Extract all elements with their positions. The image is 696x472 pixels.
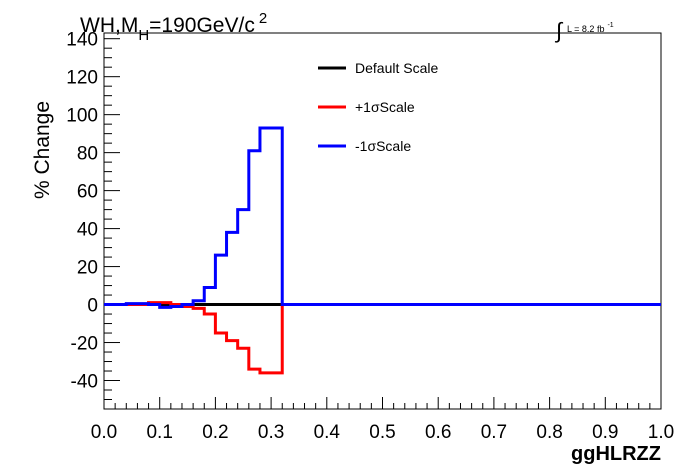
series-layer — [104, 126, 661, 375]
title-superscript: 2 — [259, 10, 267, 27]
x-axis-title: ggHLRZZ — [571, 443, 661, 465]
legend-label-2: -1σScale — [355, 138, 411, 154]
lumi-superscript: -1 — [607, 22, 613, 29]
y-tick-label: 20 — [77, 258, 98, 279]
x-tick-label: 0.2 — [202, 422, 228, 443]
legend: Default Scale +1σScale -1σScale — [318, 60, 438, 154]
y-tick-label: -40 — [71, 372, 98, 393]
y-tick-label: -20 — [71, 334, 98, 355]
chart-title: WH,MH=190GeV/c 2 — [80, 10, 267, 44]
lumi-integral: ∫ — [554, 18, 564, 43]
x-tick-label: 0.7 — [481, 422, 507, 443]
y-tick-label: 60 — [77, 182, 98, 203]
y-tick-label: 80 — [77, 144, 98, 165]
legend-label-1: +1σScale — [355, 99, 415, 115]
y-tick-label: 140 — [66, 30, 98, 51]
x-tick-label: 0.8 — [536, 422, 562, 443]
x-axis-ticks: 0.0 0.1 0.2 0.3 0.4 0.5 0.6 0.7 0.8 0.9 1.0 — [91, 397, 674, 443]
y-tick-label: 0 — [87, 296, 98, 317]
x-tick-label: 0.0 — [91, 422, 117, 443]
y-tick-label: 100 — [66, 106, 98, 127]
lumi-label: L = 8.2 fb -1 — [567, 22, 614, 34]
y-axis-ticks: -40 -20 0 20 40 60 80 100 120 140 — [66, 30, 120, 410]
title-subscript: H — [138, 27, 149, 44]
y-tick-label: 120 — [66, 68, 98, 89]
lumi-main: L = 8.2 fb — [567, 24, 604, 34]
plot-frame — [103, 32, 662, 410]
x-tick-label: 0.9 — [592, 422, 618, 443]
title-main: WH,M — [80, 14, 138, 37]
x-tick-label: 0.1 — [146, 422, 172, 443]
title-rest: =190GeV/c — [149, 14, 255, 37]
x-tick-label: 0.3 — [258, 422, 284, 443]
x-tick-label: 0.5 — [369, 422, 395, 443]
series-line-1 — [104, 301, 661, 375]
y-axis-title: % Change — [31, 101, 54, 199]
x-tick-label: 1.0 — [648, 422, 674, 443]
x-tick-label: 0.6 — [425, 422, 451, 443]
x-tick-label: 0.4 — [314, 422, 341, 443]
series-line-2 — [104, 126, 661, 309]
y-tick-label: 40 — [77, 220, 98, 241]
legend-label-0: Default Scale — [355, 60, 438, 76]
